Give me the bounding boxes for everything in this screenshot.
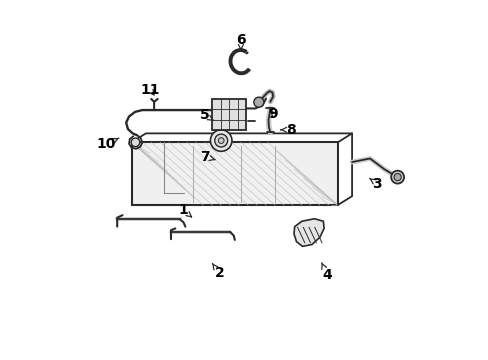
Polygon shape [293, 219, 324, 246]
Circle shape [390, 171, 403, 184]
Text: 2: 2 [212, 264, 224, 280]
Circle shape [131, 138, 140, 147]
Circle shape [218, 138, 224, 143]
Text: 5: 5 [200, 108, 213, 122]
Circle shape [214, 134, 227, 147]
Text: 4: 4 [321, 263, 331, 282]
Circle shape [253, 97, 264, 107]
Text: 11: 11 [141, 84, 160, 97]
Text: 8: 8 [280, 123, 295, 137]
Polygon shape [131, 142, 337, 205]
Circle shape [210, 130, 231, 151]
Text: 3: 3 [369, 177, 381, 190]
Text: 7: 7 [200, 150, 215, 164]
FancyBboxPatch shape [212, 99, 246, 130]
Text: 6: 6 [236, 33, 245, 50]
Text: 1: 1 [178, 203, 191, 217]
Circle shape [393, 174, 400, 181]
Text: 9: 9 [268, 107, 278, 121]
Text: 10: 10 [97, 137, 119, 151]
